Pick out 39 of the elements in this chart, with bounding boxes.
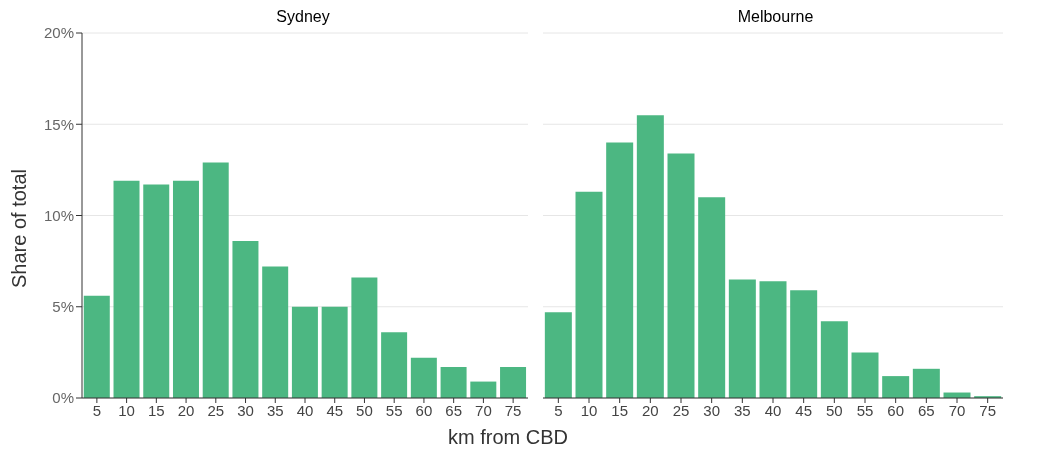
x-tick-label: 60 (415, 401, 433, 419)
x-tick-label: 35 (266, 401, 284, 419)
x-tick-label: 35 (733, 401, 751, 419)
x-tick-label: 55 (385, 401, 403, 419)
x-tick-label: 40 (296, 401, 314, 419)
x-tick-label: 75 (504, 401, 522, 419)
x-tick-label: 60 (887, 401, 905, 419)
chart-title: Melbourne (736, 8, 815, 27)
x-tick-label: 40 (764, 401, 782, 419)
x-tick-label: 10 (118, 401, 135, 419)
x-tick-label: 70 (948, 401, 966, 419)
x-tick-label: 75 (979, 401, 997, 419)
x-tick-label: 70 (475, 401, 492, 419)
x-tick-label: 45 (795, 401, 813, 419)
x-tick-label: 65 (917, 401, 935, 419)
x-tick-label: 45 (326, 401, 344, 419)
x-tick-label: 50 (825, 401, 843, 419)
x-tick-label: 5 (554, 401, 563, 419)
x-tick-label: 5 (92, 401, 102, 419)
x-tick-label: 25 (672, 401, 690, 419)
chart-title: Sydney (276, 8, 330, 25)
y-tick-label: 5% (52, 298, 74, 316)
y-tick-label: 15% (43, 115, 74, 133)
x-tick-label: 55 (856, 401, 874, 419)
x-tick-label: 65 (445, 401, 463, 419)
x-tick-label: 50 (356, 401, 373, 419)
x-tick-label: 25 (207, 401, 225, 419)
x-tick-label: 15 (611, 401, 629, 419)
x-axis-title: km from CBD (447, 426, 569, 449)
y-axis-title: Share of total (8, 168, 31, 288)
x-tick-label: 20 (641, 401, 659, 419)
x-tick-label: 30 (237, 401, 254, 419)
x-tick-label: 20 (177, 401, 195, 419)
x-tick-label: 10 (580, 401, 598, 419)
y-tick-label: 0% (52, 389, 74, 407)
x-tick-label: 15 (147, 401, 165, 419)
y-tick-label: 20% (43, 24, 74, 42)
x-tick-label: 30 (703, 401, 721, 419)
y-tick-label: 10% (43, 206, 74, 224)
